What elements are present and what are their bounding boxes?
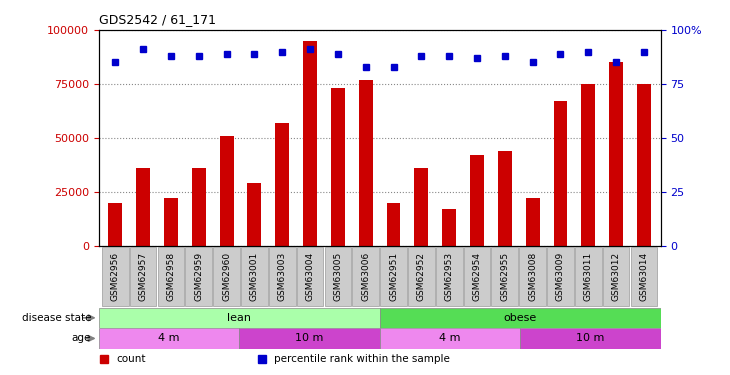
FancyBboxPatch shape xyxy=(269,247,296,306)
Text: lean: lean xyxy=(227,313,251,323)
Text: GSM62955: GSM62955 xyxy=(500,252,510,301)
Text: GSM62956: GSM62956 xyxy=(111,252,120,301)
Text: GSM62960: GSM62960 xyxy=(222,252,231,301)
Text: disease state: disease state xyxy=(22,313,91,323)
Text: GSM63004: GSM63004 xyxy=(306,252,315,301)
Text: GSM63012: GSM63012 xyxy=(612,252,620,301)
Bar xyxy=(108,202,122,246)
Text: GSM62953: GSM62953 xyxy=(445,252,453,301)
FancyBboxPatch shape xyxy=(239,328,380,349)
FancyBboxPatch shape xyxy=(241,247,268,306)
FancyBboxPatch shape xyxy=(213,247,240,306)
Bar xyxy=(164,198,178,246)
Text: GSM62952: GSM62952 xyxy=(417,252,426,301)
Bar xyxy=(609,62,623,246)
FancyBboxPatch shape xyxy=(631,247,657,306)
Bar xyxy=(470,155,484,246)
Bar xyxy=(275,123,289,246)
Text: GSM63005: GSM63005 xyxy=(334,252,342,301)
FancyBboxPatch shape xyxy=(296,247,323,306)
Bar xyxy=(303,41,317,246)
FancyBboxPatch shape xyxy=(380,247,407,306)
Bar xyxy=(553,101,567,246)
Text: GSM63011: GSM63011 xyxy=(584,252,593,301)
FancyBboxPatch shape xyxy=(99,308,380,328)
FancyBboxPatch shape xyxy=(520,328,661,349)
Bar xyxy=(415,168,429,246)
FancyBboxPatch shape xyxy=(102,247,128,306)
FancyBboxPatch shape xyxy=(408,247,434,306)
Bar xyxy=(442,209,456,246)
FancyBboxPatch shape xyxy=(185,247,212,306)
Text: GSM63006: GSM63006 xyxy=(361,252,370,301)
Bar xyxy=(526,198,539,246)
FancyBboxPatch shape xyxy=(519,247,546,306)
FancyBboxPatch shape xyxy=(380,328,520,349)
Bar xyxy=(331,88,345,246)
Bar xyxy=(192,168,206,246)
Text: age: age xyxy=(72,333,91,344)
Text: count: count xyxy=(117,354,146,364)
Text: GSM62951: GSM62951 xyxy=(389,252,398,301)
Text: GSM63008: GSM63008 xyxy=(528,252,537,301)
Bar xyxy=(358,80,372,246)
FancyBboxPatch shape xyxy=(575,247,602,306)
Text: GSM63001: GSM63001 xyxy=(250,252,259,301)
FancyBboxPatch shape xyxy=(547,247,574,306)
Text: GSM63009: GSM63009 xyxy=(556,252,565,301)
FancyBboxPatch shape xyxy=(325,247,351,306)
Bar xyxy=(247,183,261,246)
Text: 4 m: 4 m xyxy=(158,333,180,344)
Bar xyxy=(637,84,651,246)
Bar xyxy=(387,202,401,246)
Text: 4 m: 4 m xyxy=(439,333,461,344)
Bar xyxy=(498,151,512,246)
Text: GSM62954: GSM62954 xyxy=(472,252,482,301)
FancyBboxPatch shape xyxy=(603,247,629,306)
Bar xyxy=(136,168,150,246)
Text: 10 m: 10 m xyxy=(576,333,604,344)
Text: GSM63014: GSM63014 xyxy=(639,252,648,301)
Text: GSM62957: GSM62957 xyxy=(139,252,147,301)
FancyBboxPatch shape xyxy=(130,247,156,306)
Text: obese: obese xyxy=(504,313,537,323)
Text: percentile rank within the sample: percentile rank within the sample xyxy=(274,354,450,364)
Text: GSM62959: GSM62959 xyxy=(194,252,203,301)
FancyBboxPatch shape xyxy=(99,328,239,349)
FancyBboxPatch shape xyxy=(380,308,661,328)
FancyBboxPatch shape xyxy=(491,247,518,306)
FancyBboxPatch shape xyxy=(353,247,379,306)
FancyBboxPatch shape xyxy=(464,247,491,306)
Text: GDS2542 / 61_171: GDS2542 / 61_171 xyxy=(99,13,215,26)
Text: GSM62958: GSM62958 xyxy=(166,252,175,301)
Bar xyxy=(220,136,234,246)
FancyBboxPatch shape xyxy=(436,247,463,306)
FancyBboxPatch shape xyxy=(158,247,184,306)
Bar xyxy=(581,84,595,246)
Text: GSM63003: GSM63003 xyxy=(277,252,287,301)
Text: 10 m: 10 m xyxy=(295,333,323,344)
